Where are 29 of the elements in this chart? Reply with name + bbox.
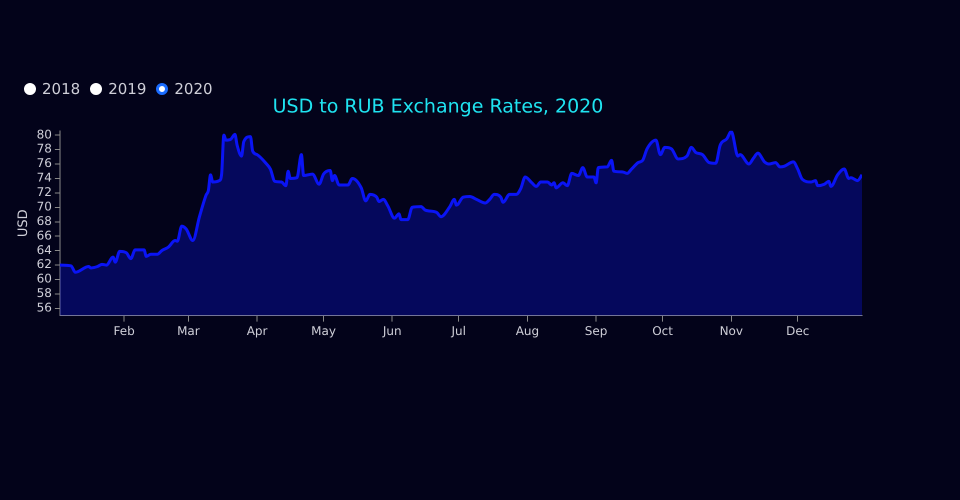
y-tick-label: 80 xyxy=(36,127,52,142)
x-tick-label: Jun xyxy=(382,324,402,338)
x-tick-label: Aug xyxy=(516,324,540,338)
y-tick-label: 70 xyxy=(36,199,52,214)
y-tick-label: 62 xyxy=(36,257,52,272)
x-tick-label: May xyxy=(311,324,336,338)
text: 2020 xyxy=(174,80,213,98)
x-tick-label: Jul xyxy=(450,324,466,338)
y-tick-label: 56 xyxy=(36,300,52,315)
x-tick-label: Apr xyxy=(246,324,268,338)
y-tick-label: 76 xyxy=(36,156,52,170)
x-tick-label: Nov xyxy=(720,324,743,338)
x-tick-label: Sep xyxy=(584,324,608,338)
y-tick-label: 78 xyxy=(36,142,52,156)
y-tick-label: 58 xyxy=(36,286,52,300)
y-tick-label: 64 xyxy=(36,242,52,257)
text: 2018 xyxy=(42,80,80,98)
y-tick-label: 66 xyxy=(36,228,52,242)
y-tick-label: 60 xyxy=(36,272,52,286)
text: 2019 xyxy=(108,80,146,98)
x-tick-label: Dec xyxy=(786,324,810,338)
x-tick-label: Oct xyxy=(652,324,674,338)
chart-title: USD to RUB Exchange Rates, 2020 xyxy=(272,95,604,118)
y-tick-label: 68 xyxy=(36,214,52,228)
x-tick-label: Mar xyxy=(177,324,200,338)
x-tick-label: Feb xyxy=(114,324,135,338)
y-tick-label: 74 xyxy=(36,170,52,185)
y-tick-label: 72 xyxy=(36,185,52,200)
y-axis-title: USD xyxy=(16,209,32,238)
